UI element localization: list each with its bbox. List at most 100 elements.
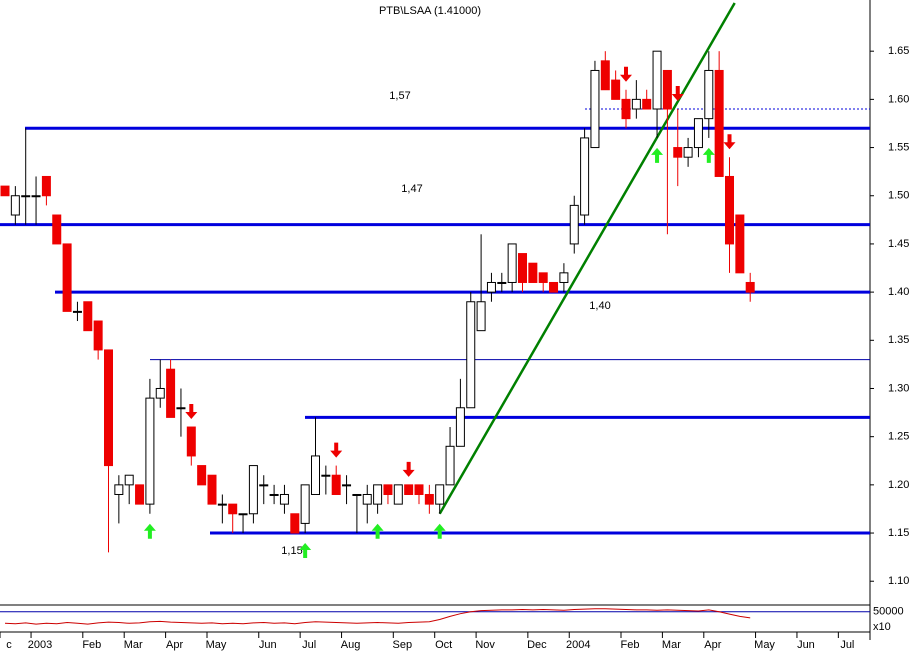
level-label: 1,57 <box>389 90 410 102</box>
x-tick-label: Jul <box>302 639 316 651</box>
candle-body <box>538 272 548 283</box>
candle-body <box>683 147 693 158</box>
trend-line <box>438 2 736 515</box>
candle-body <box>518 253 527 283</box>
candle-body <box>259 484 269 487</box>
candle-body <box>600 60 610 91</box>
sell-arrow <box>723 134 736 150</box>
sell-arrow <box>671 86 684 102</box>
candle-body <box>445 445 455 486</box>
candle-body <box>72 310 82 313</box>
candle-body <box>735 214 745 274</box>
candle-body <box>725 175 734 245</box>
y-tick-label: 1.10 <box>888 575 909 587</box>
candle-body <box>714 69 724 177</box>
candle-body <box>186 426 196 457</box>
x-tick-label: Mar <box>662 639 681 651</box>
candle-body <box>300 484 310 524</box>
volume-line <box>4 608 751 625</box>
candle-body <box>611 79 621 100</box>
candle-body <box>693 118 703 149</box>
level-label: 1,15 <box>281 545 302 557</box>
x-tick-label: Jul <box>840 639 854 651</box>
candle-body <box>52 214 62 245</box>
volume-tick-label: 50000 <box>873 606 904 618</box>
candle-body <box>321 474 331 477</box>
x-tick-label: Sep <box>393 639 413 651</box>
buy-arrow <box>433 523 446 539</box>
x-tick-label: Apr <box>704 639 721 651</box>
candle-body <box>62 243 72 312</box>
volume-unit: x10 <box>873 621 891 633</box>
x-tick-label: Mar <box>124 639 143 651</box>
candle-body <box>559 272 569 283</box>
candle-body <box>580 137 590 216</box>
chart-title: PTB\LSAA (1.41000) <box>379 5 481 17</box>
candle-body <box>176 407 186 410</box>
candle-body <box>569 204 579 245</box>
x-tick-label: Jun <box>797 639 815 651</box>
candle-body <box>0 185 10 197</box>
candle-body <box>745 281 755 293</box>
candle-body <box>135 484 145 505</box>
level-label: 1,47 <box>401 183 422 195</box>
candle-body <box>269 493 279 496</box>
candle-body <box>124 474 134 486</box>
y-tick-label: 1.35 <box>888 334 909 346</box>
candle-body <box>93 320 103 351</box>
candle-body <box>642 98 652 110</box>
candle-body <box>507 243 517 283</box>
x-tick-label: Feb <box>621 639 640 651</box>
candle-body <box>342 484 352 487</box>
candle-body <box>435 484 445 505</box>
candle-body <box>331 474 341 495</box>
candle-body <box>455 407 465 447</box>
candle-body <box>373 484 383 505</box>
candle-body <box>549 281 559 293</box>
y-tick-label: 1.40 <box>888 286 909 298</box>
candle-body <box>228 503 238 515</box>
candle-body <box>673 147 683 158</box>
sell-arrow <box>620 66 632 82</box>
candle-body <box>41 175 51 197</box>
candle-body <box>652 50 662 110</box>
x-tick-label: 2004 <box>566 639 590 651</box>
candle-body <box>155 387 165 399</box>
candle-body <box>290 513 300 534</box>
y-tick-label: 1.25 <box>888 431 909 443</box>
x-tick-label: Dec <box>527 639 547 651</box>
x-tick-label: Feb <box>82 639 101 651</box>
candle-body <box>466 301 476 409</box>
candle-body <box>217 503 227 506</box>
sell-arrow <box>330 442 343 458</box>
buy-arrow <box>371 523 384 539</box>
candle-body <box>311 455 320 495</box>
y-tick-label: 1.15 <box>888 527 909 539</box>
y-tick-label: 1.45 <box>888 238 909 250</box>
x-tick-label: Apr <box>166 639 183 651</box>
buy-arrow <box>299 543 312 559</box>
y-tick-label: 1.30 <box>888 382 909 394</box>
x-tick-label: Nov <box>475 639 495 651</box>
x-tick-label: c <box>6 639 12 651</box>
x-tick-label: Aug <box>341 639 361 651</box>
candle-body <box>704 69 714 120</box>
x-tick-label: May <box>206 639 227 651</box>
candle-body <box>197 465 207 486</box>
candle-body <box>476 301 486 332</box>
buy-arrow <box>651 147 664 163</box>
candle-body <box>497 281 507 284</box>
candle-body <box>621 98 631 120</box>
sell-arrow <box>185 404 198 420</box>
level-label: 1,40 <box>589 300 610 312</box>
candle-body <box>631 98 641 110</box>
candle-body <box>207 474 217 505</box>
candle-body <box>383 484 393 495</box>
y-tick-label: 1.55 <box>888 141 909 153</box>
candle-body <box>404 484 414 495</box>
candle-body <box>393 484 403 505</box>
buy-arrow <box>702 147 715 163</box>
y-tick-label: 1.60 <box>888 93 909 105</box>
candle-body <box>486 281 496 293</box>
candle-body <box>414 484 424 495</box>
